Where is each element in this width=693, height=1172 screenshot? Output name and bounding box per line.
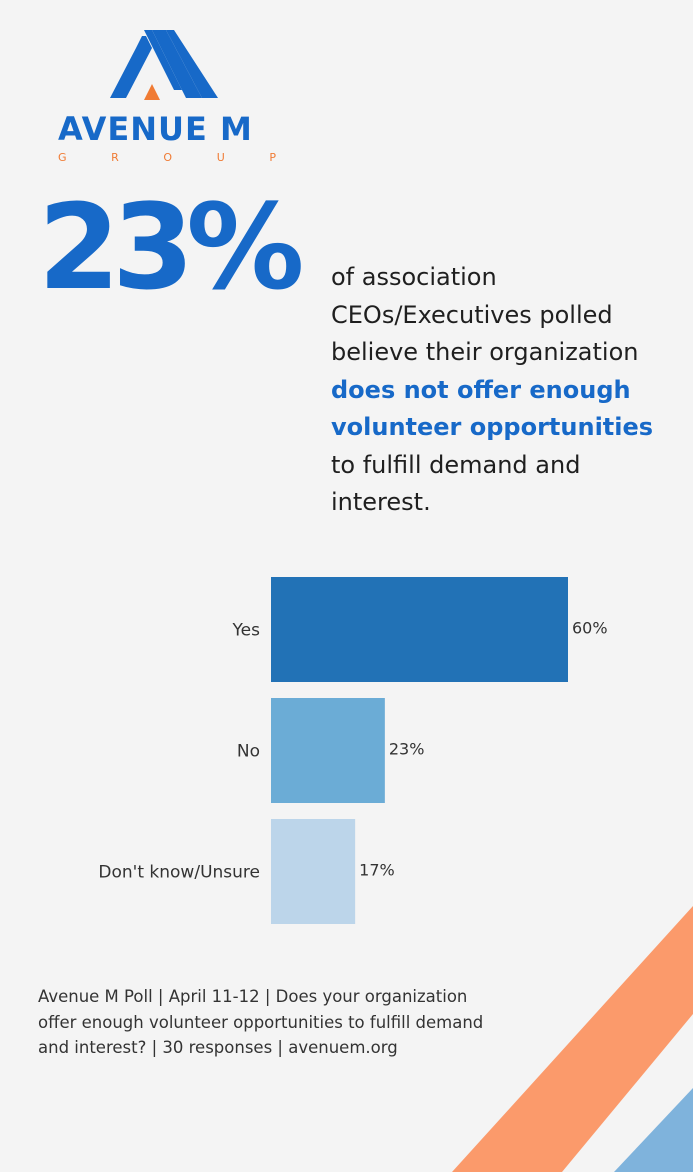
logo: AVENUE M G R O U P [0,0,693,180]
statement-line: to fulfill demand and [331,450,581,479]
value-label: 60% [572,619,608,638]
bar-chart: Yes 60% No 23% Don't know/Unsure 17% [98,577,608,924]
logo-subtitle: G R O U P [58,151,276,164]
logo-sub-letter: G [58,151,67,164]
category-label: No [237,742,260,762]
logo-name: AVENUE M [58,110,253,148]
statement-line: CEOs/Executives polled [331,300,613,329]
logo-mark-icon [110,30,218,100]
logo-sub-letter: O [163,151,173,164]
category-label: Yes [232,621,261,641]
bar-0 [271,577,568,682]
statement-line: believe their organization [331,338,639,366]
statement-line: of association [331,263,497,291]
bar-2 [271,819,356,924]
logo-sub-letter: U [216,151,225,164]
logo-sub-letter: R [111,151,119,164]
statement-highlight: volunteer opportunities [331,413,654,441]
footnote-line: and interest? | 30 responses | avenuem.o… [38,1038,398,1057]
logo-sub-letter: P [269,151,276,164]
footnote-line: offer enough volunteer opportunities to … [38,1012,484,1032]
footnote: Avenue M Poll | April 11-12 | Does your … [38,984,518,1061]
value-label: 23% [389,740,425,759]
statement-line: interest. [331,488,431,516]
blue-stripe [614,1088,693,1172]
statement-highlight: does not offer enough [331,375,631,404]
value-label: 17% [359,861,395,880]
footnote-line: Avenue M Poll | April 11-12 | Does your … [38,987,468,1006]
headline-percent: 23% [38,178,304,316]
headline-statement: of association CEOs/Executives polled be… [331,259,676,522]
category-label: Don't know/Unsure [98,863,260,883]
bar-1 [271,698,385,803]
